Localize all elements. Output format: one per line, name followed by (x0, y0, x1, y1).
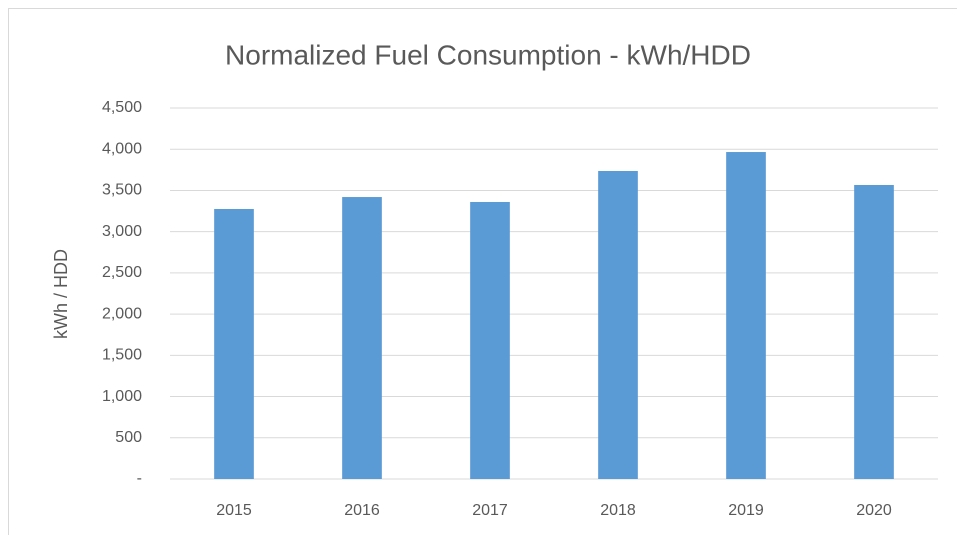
y-tick-label: - (137, 470, 142, 487)
y-tick-label: 1,000 (102, 388, 142, 405)
bar (470, 201, 510, 479)
y-axis-label: kWh / HDD (51, 249, 71, 339)
y-tick-label: 3,000 (102, 223, 142, 240)
bar (854, 185, 894, 479)
x-tick-label: 2017 (472, 502, 508, 519)
y-tick-label: 2,500 (102, 264, 142, 281)
x-tick-label: 2015 (216, 502, 252, 519)
y-tick-label: 1,500 (102, 347, 142, 364)
y-tick-label: 4,000 (102, 140, 142, 157)
bar (598, 170, 638, 479)
x-tick-label: 2019 (728, 502, 764, 519)
x-tick-label: 2020 (856, 502, 892, 519)
y-tick-label: 4,500 (102, 99, 142, 116)
y-tick-label: 500 (115, 429, 142, 446)
bar (342, 197, 382, 480)
x-tick-label: 2018 (600, 502, 636, 519)
y-tick-label: 3,500 (102, 182, 142, 199)
bar (214, 208, 254, 479)
x-tick-label: 2016 (344, 502, 380, 519)
bar (726, 152, 766, 479)
y-tick-label: 2,000 (102, 305, 142, 322)
chart-title: Normalized Fuel Consumption - kWh/HDD (225, 39, 751, 70)
